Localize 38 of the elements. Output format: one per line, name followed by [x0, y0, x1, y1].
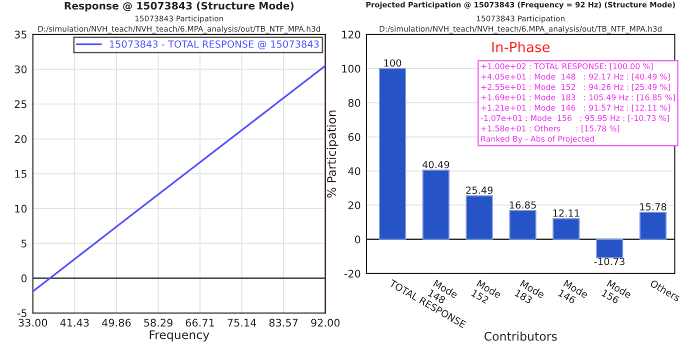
data-label: 40.49 [422, 160, 450, 168]
y-tick-label: 0 [21, 274, 27, 282]
y-tick-label: 5 [22, 240, 26, 248]
x-tick-label: 49.86 [102, 318, 131, 327]
x-tick-label: 75.14 [228, 318, 256, 327]
legend-label: 15073843 - TOTAL RESPONSE @ 15073843 [110, 40, 319, 50]
y-tick-label: 25 [14, 100, 26, 108]
y-tick-label: 0 [354, 236, 360, 244]
y-tick-label: 20 [348, 201, 360, 210]
x-tick-label: 66.71 [186, 318, 214, 327]
y-tick-label: 35 [14, 30, 26, 39]
annotation: In-Phase [492, 42, 550, 52]
y-tick-label: -20 [344, 270, 360, 278]
x-tick-label: 58.29 [144, 318, 172, 327]
y-tick-label: 60 [348, 133, 360, 141]
data-label: 100 [384, 59, 402, 67]
y-tick-label: 20 [14, 135, 27, 143]
x-tick-label: 92.00 [311, 318, 340, 327]
x-axis-title: Contributors [484, 332, 557, 341]
data-label: 25.49 [466, 186, 493, 194]
x-tick-label: 83.57 [269, 318, 298, 327]
y-tick-label: 10 [15, 204, 27, 213]
data-label: 15.78 [640, 203, 666, 210]
y-tick-label: 40 [348, 167, 360, 176]
y-tick-label: 80 [348, 98, 360, 107]
x-axis-title: Frequency [150, 330, 210, 342]
data-label: 16.85 [510, 201, 536, 209]
x-tick-label: 41.43 [60, 318, 89, 327]
data-label: 12.11 [553, 209, 580, 217]
chart-title: Response @ 15073843 (Structure Mode) [64, 2, 294, 12]
x-tick-label: 33.00 [18, 318, 48, 327]
y-tick-label: 120 [342, 30, 360, 39]
y-tick-label: 15 [15, 170, 26, 178]
y-tick-label: 100 [342, 64, 360, 73]
y-axis-title: % Participation [326, 110, 338, 198]
y-tick-label: 30 [14, 65, 27, 74]
data-label: -10.73 [594, 258, 624, 266]
y-tick-label: -5 [17, 309, 26, 318]
